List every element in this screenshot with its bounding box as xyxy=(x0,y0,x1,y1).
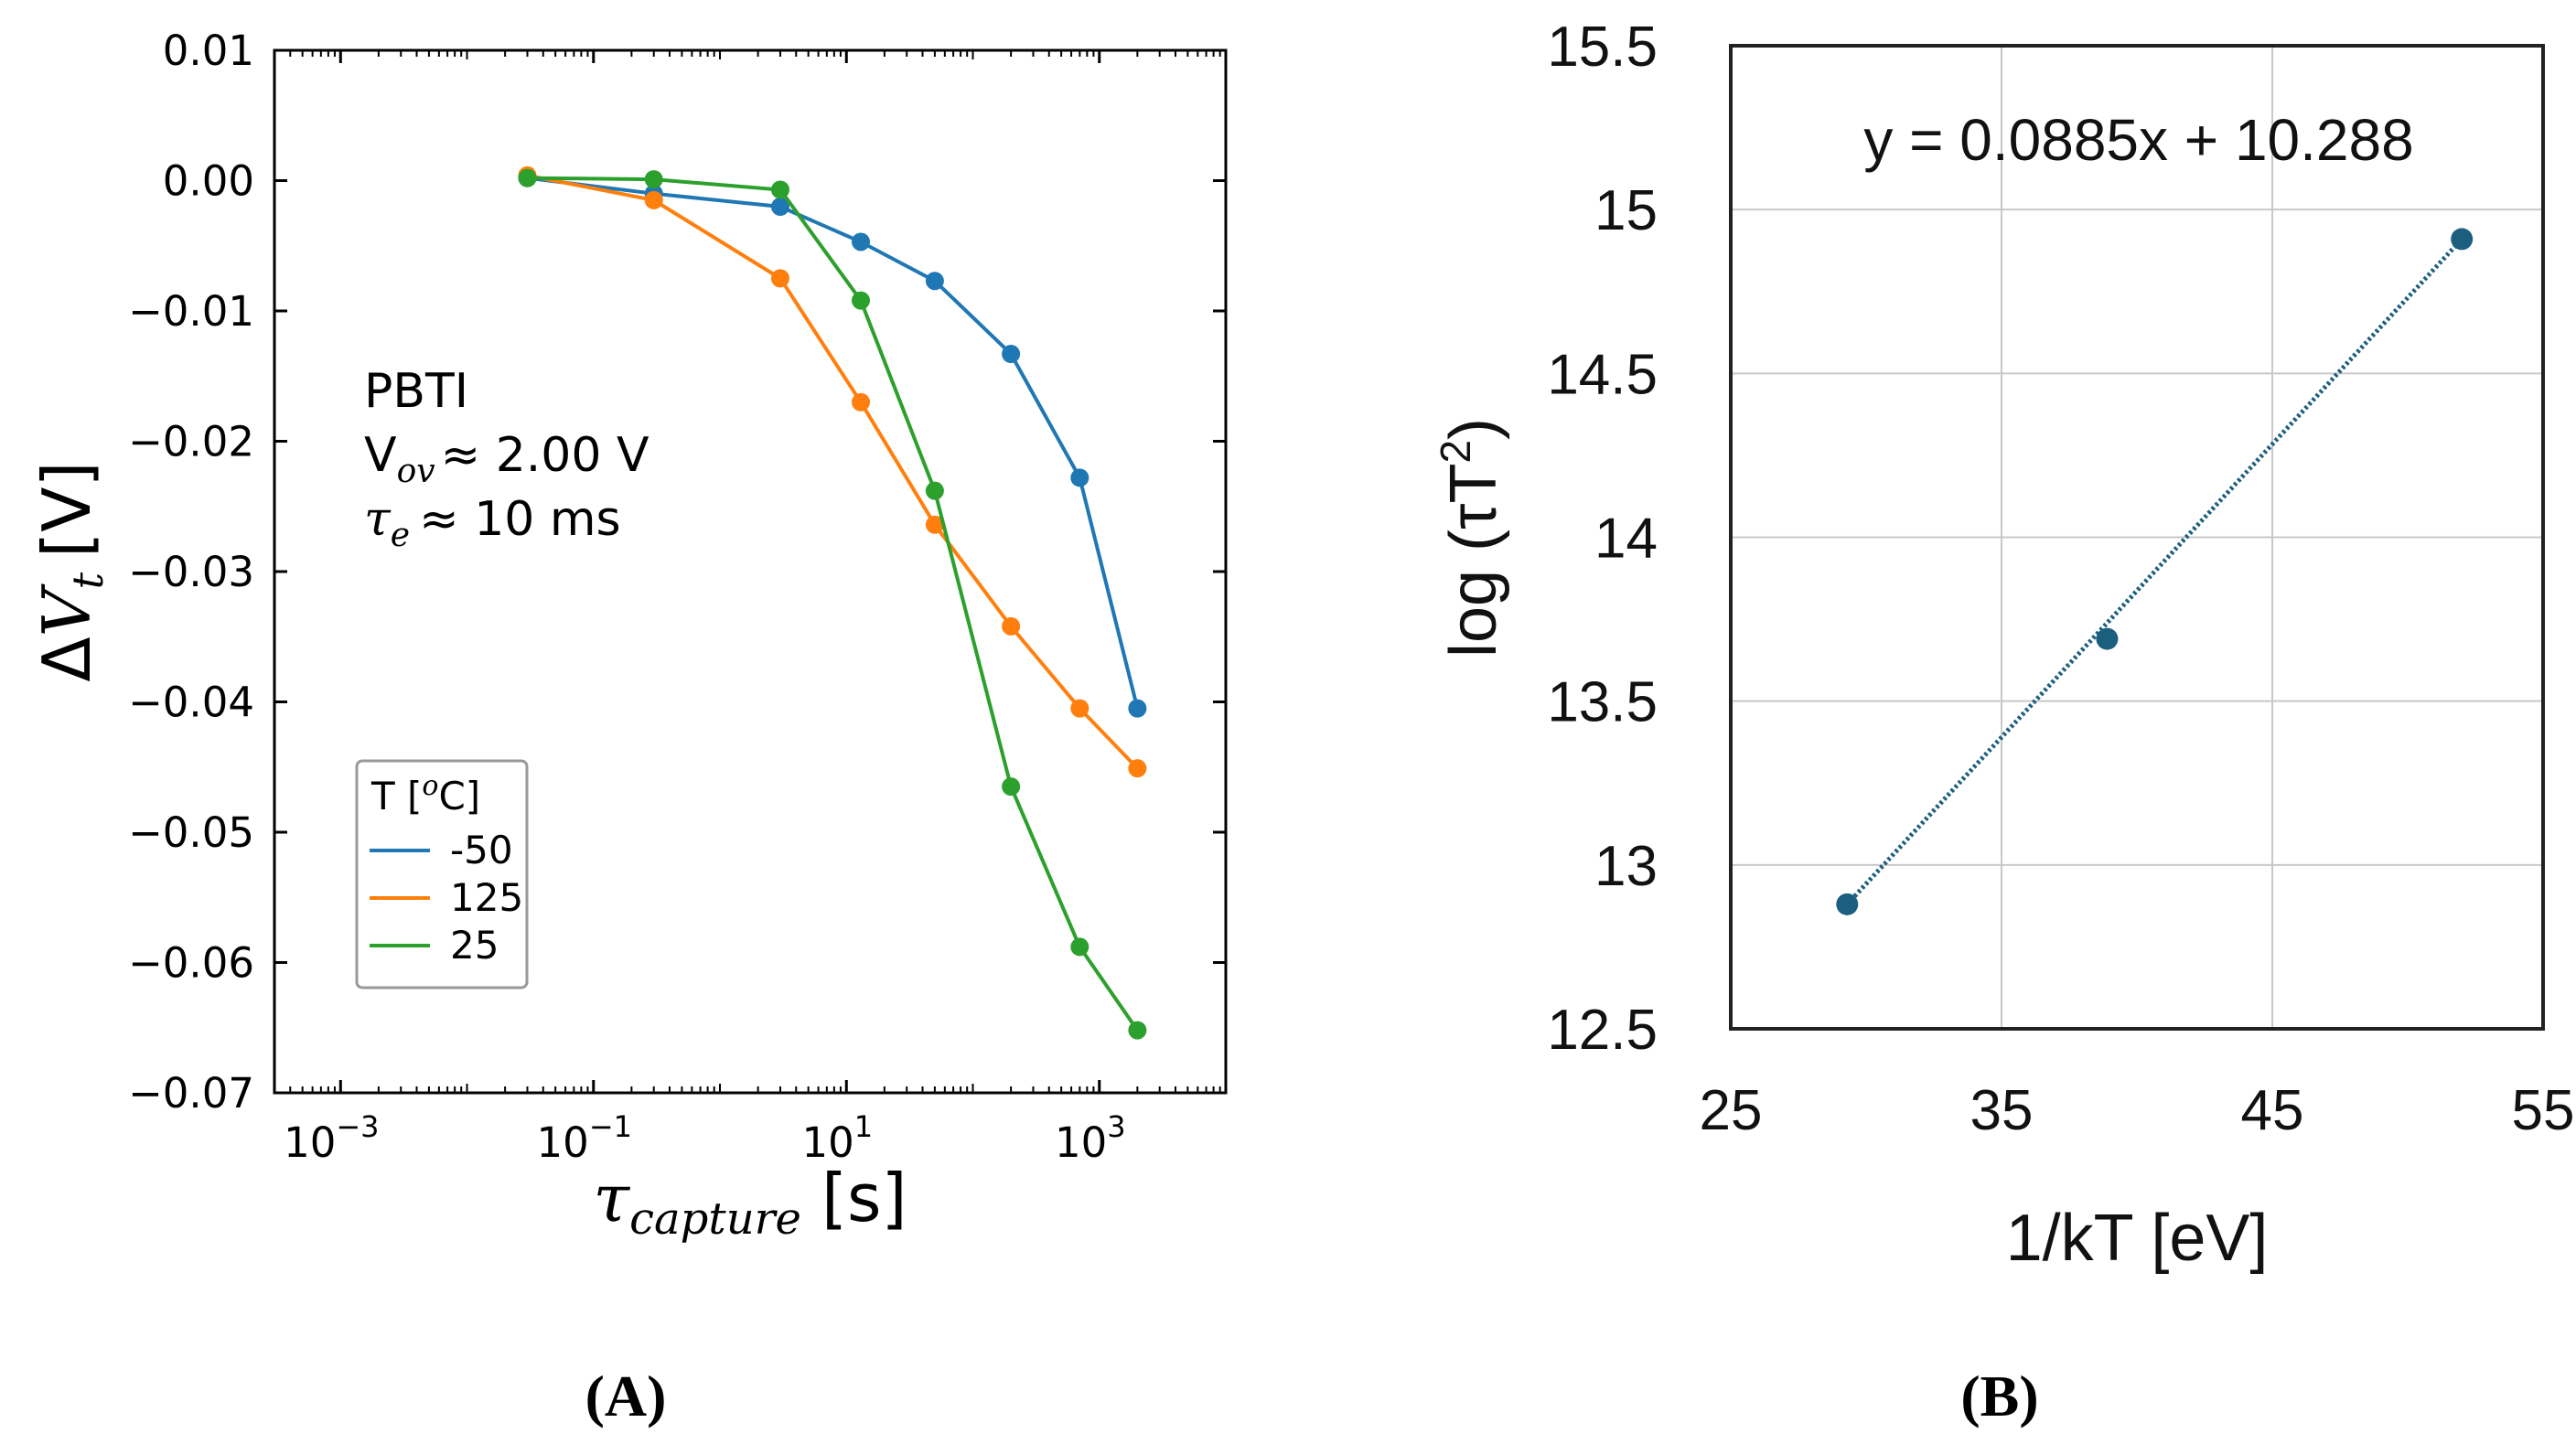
data-point-25 xyxy=(770,180,789,199)
data-point-125 xyxy=(1070,699,1089,718)
data-point-25 xyxy=(852,291,871,310)
data-point-25 xyxy=(1128,1021,1147,1040)
panel-b-xtick-label: 55 xyxy=(2512,1079,2575,1142)
panel-a-ytick-label: 0.01 xyxy=(163,27,254,75)
series-line-125 xyxy=(527,173,1139,770)
data-point-25 xyxy=(1002,777,1021,797)
data-point--50 xyxy=(1002,345,1021,364)
series-line-25 xyxy=(527,176,1140,1032)
data-point xyxy=(1836,893,1859,915)
annotation-tau-e: τe ≈ 10 ms xyxy=(364,492,621,554)
data-point-25 xyxy=(1070,937,1089,957)
panel-a-ytick-label: −0.02 xyxy=(128,418,254,466)
panel-a-label: (A) xyxy=(585,1364,667,1428)
panel-b-ylabel: log (τT2) xyxy=(1432,418,1510,658)
series-line--50 xyxy=(527,176,1140,710)
panel-b-ytick-label: 15.5 xyxy=(1547,16,1658,79)
panel-b-xtick-label: 35 xyxy=(1970,1079,2034,1142)
panel-a-xtick-label: 103 xyxy=(1055,1109,1126,1167)
panel-b-xtick-label: 45 xyxy=(2241,1079,2304,1142)
data-point-25 xyxy=(644,170,663,189)
legend-title: T [oC] xyxy=(370,770,480,818)
panel-a-xtick-label: 10−3 xyxy=(284,1109,379,1167)
panel-a-ytick-label: −0.04 xyxy=(128,679,254,727)
trendline-equation: y = 0.0885x + 10.288 xyxy=(1863,107,2413,173)
data-point-125 xyxy=(925,515,944,534)
data-point--50 xyxy=(925,272,944,291)
panel-b-ytick-label: 14 xyxy=(1594,508,1658,571)
panel-b-grid xyxy=(1731,46,2543,1029)
panel-b-data xyxy=(1836,228,2474,915)
panel-a-ticks: 0.01 0.00 −0.01 −0.02 −0.03 −0.04 −0.05 −0.06 −0… xyxy=(128,27,1226,1167)
panel-a-xtick-label: 101 xyxy=(801,1109,873,1167)
data-point-25 xyxy=(518,168,537,187)
legend-label-25: 25 xyxy=(450,923,499,968)
panel-b-xlabel: 1/kT [eV] xyxy=(2006,1202,2269,1275)
data-point xyxy=(2451,228,2474,251)
panel-a-ytick-label: −0.07 xyxy=(128,1069,254,1118)
panel-a: 0.01 0.00 −0.01 −0.02 −0.03 −0.04 −0.05 −0.06 −0… xyxy=(28,27,1228,1428)
panel-a-ytick-label: −0.05 xyxy=(128,808,254,857)
panel-a-ylabel: ΔVt[V] xyxy=(28,461,113,681)
panel-b-ytick-label: 13 xyxy=(1594,835,1658,898)
panel-a-series xyxy=(518,166,1147,1040)
panel-b-axes-frame xyxy=(1729,44,2545,1031)
data-point-125 xyxy=(1002,616,1021,636)
trendline xyxy=(1845,237,2464,906)
data-point-25 xyxy=(925,481,944,500)
data-point-125 xyxy=(644,190,663,209)
data-point--50 xyxy=(1070,468,1089,487)
panel-a-ytick-label: −0.06 xyxy=(128,939,254,988)
data-point xyxy=(2096,627,2119,650)
panel-a-ytick-label: −0.01 xyxy=(128,287,254,336)
annotation-vov: Vov ≈ 2.00 V xyxy=(364,428,649,490)
data-point--50 xyxy=(770,198,789,216)
panel-b-label: (B) xyxy=(1960,1364,2038,1428)
legend-label--50: -50 xyxy=(450,828,513,872)
panel-a-ytick-label: −0.03 xyxy=(128,548,254,596)
data-point-125 xyxy=(852,392,871,412)
panel-b-ytick-label: 15 xyxy=(1594,179,1658,242)
legend-box xyxy=(355,759,529,989)
panel-a-xtick-label: 10−1 xyxy=(537,1109,632,1167)
panel-b: 12.5 13 13.5 14 14.5 15 15.5 25 35 45 55 y = 0.088… xyxy=(1432,16,2574,1428)
data-point--50 xyxy=(852,232,871,251)
data-point-125 xyxy=(1128,759,1147,778)
panel-b-ticks: 12.5 13 13.5 14 14.5 15 15.5 25 35 45 55 xyxy=(1547,16,2574,1142)
panel-b-xtick-label: 25 xyxy=(1700,1079,1763,1142)
data-point--50 xyxy=(1128,699,1147,718)
legend-label-125: 125 xyxy=(450,875,523,920)
panel-a-ytick-label: 0.00 xyxy=(163,157,254,206)
panel-b-ytick-label: 14.5 xyxy=(1547,343,1658,406)
annotation-pbti: PBTI xyxy=(364,364,468,419)
panel-b-ytick-label: 12.5 xyxy=(1547,999,1658,1062)
data-point-125 xyxy=(770,269,789,288)
panel-b-ytick-label: 13.5 xyxy=(1547,671,1658,734)
panel-a-xlabel: τcapture [s] xyxy=(593,1160,907,1245)
